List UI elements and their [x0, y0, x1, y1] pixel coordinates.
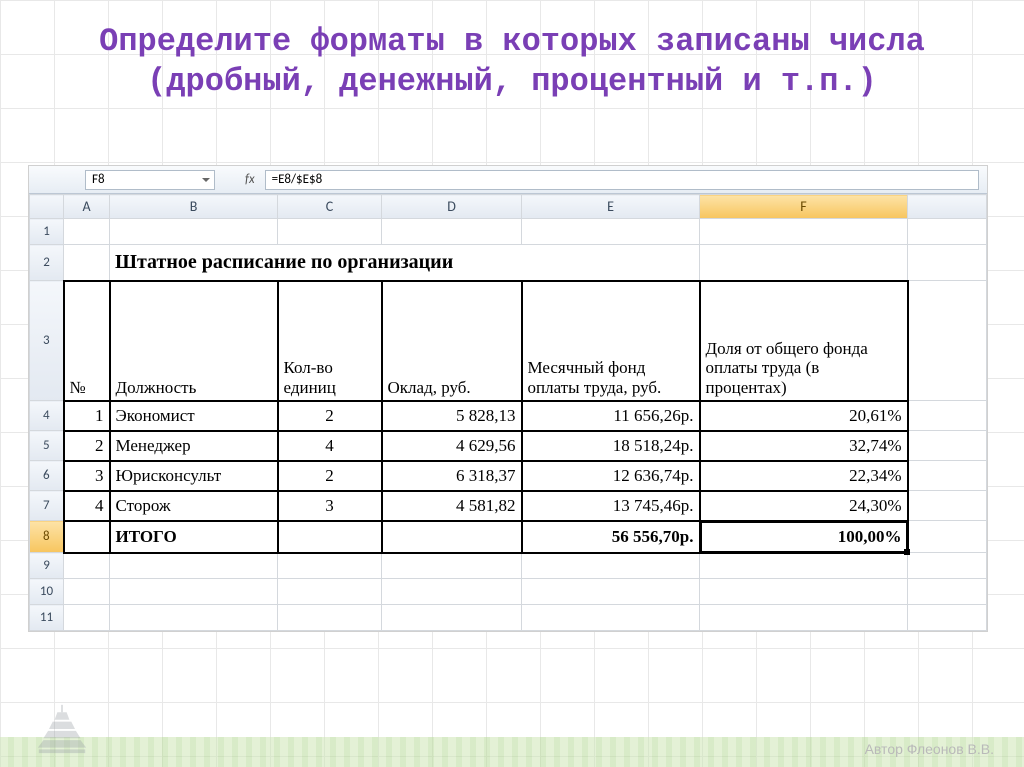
cell-pos[interactable]: Экономист	[111, 404, 277, 428]
hdr-units: Кол-во единиц	[279, 356, 381, 399]
total-label[interactable]: ИТОГО	[111, 525, 277, 549]
column-header-row: A B C D E F	[30, 195, 987, 219]
cell-units[interactable]: 3	[279, 494, 381, 518]
spreadsheet-grid[interactable]: A B C D E F 1 2 Штатное расписание по ор…	[29, 194, 987, 631]
cell-n[interactable]: 2	[65, 434, 109, 458]
col-header[interactable]: C	[278, 195, 382, 219]
cell-pos[interactable]: Юрисконсульт	[111, 464, 277, 488]
grid-row: 1	[30, 219, 987, 245]
col-header[interactable]: D	[382, 195, 522, 219]
row-header[interactable]: 4	[30, 401, 64, 431]
formula-bar: F8 fx =E8/$E$8	[29, 166, 987, 194]
row-header[interactable]: 5	[30, 431, 64, 461]
table-row: 5 2 Менеджер 4 4 629,56 18 518,24р. 32,7…	[30, 431, 987, 461]
cell-share[interactable]: 24,30%	[701, 494, 907, 518]
total-fund[interactable]: 56 556,70р.	[523, 525, 699, 549]
row-header[interactable]: 7	[30, 491, 64, 521]
total-share: 100,00%	[701, 525, 907, 549]
cell-share[interactable]: 20,61%	[701, 404, 907, 428]
cell-pos[interactable]: Менеджер	[111, 434, 277, 458]
grid-row: 10	[30, 579, 987, 605]
row-header[interactable]: 9	[30, 553, 64, 579]
col-header[interactable]: E	[522, 195, 700, 219]
grid-row: 2 Штатное расписание по организации	[30, 245, 987, 281]
row-header[interactable]: 11	[30, 605, 64, 631]
row-header[interactable]: 6	[30, 461, 64, 491]
col-header[interactable]: B	[110, 195, 278, 219]
cell-units[interactable]: 2	[279, 464, 381, 488]
hdr-position: Должность	[111, 376, 277, 400]
row-header[interactable]: 8	[30, 521, 64, 553]
excel-screenshot: F8 fx =E8/$E$8 A B C D E F	[28, 165, 988, 632]
table-row-total: 8 ИТОГО 56 556,70р. 100,00%	[30, 521, 987, 553]
formula-input[interactable]: =E8/$E$8	[265, 170, 979, 190]
slide-title: Определите форматы в которых записаны чи…	[0, 22, 1024, 102]
cell-fund[interactable]: 18 518,24р.	[523, 434, 699, 458]
select-all-corner[interactable]	[30, 195, 64, 219]
cell-salary[interactable]: 5 828,13	[383, 404, 521, 428]
table-row: 6 3 Юрисконсульт 2 6 318,37 12 636,74р. …	[30, 461, 987, 491]
cell-share[interactable]: 32,74%	[701, 434, 907, 458]
cell-salary[interactable]: 4 581,82	[383, 494, 521, 518]
grid-row: 11	[30, 605, 987, 631]
row-header[interactable]: 1	[30, 219, 64, 245]
table-title: Штатное расписание по организации	[110, 249, 699, 276]
cell-fund[interactable]: 13 745,46р.	[523, 494, 699, 518]
row-header[interactable]: 3	[30, 281, 64, 401]
grid-row: 3 № Должность Кол-во единиц Оклад, руб. …	[30, 281, 987, 401]
footer-decor-pagoda-icon	[34, 703, 90, 755]
cell-n[interactable]: 1	[65, 404, 109, 428]
cell-salary[interactable]: 6 318,37	[383, 464, 521, 488]
title-line-2: (дробный, денежный, процентный и т.п.)	[147, 63, 877, 100]
grid-row: 9	[30, 553, 987, 579]
title-line-1: Определите форматы в которых записаны чи…	[99, 23, 925, 60]
hdr-salary: Оклад, руб.	[383, 376, 521, 400]
cell-n[interactable]: 4	[65, 494, 109, 518]
row-header[interactable]: 2	[30, 245, 64, 281]
cell-share[interactable]: 22,34%	[701, 464, 907, 488]
cell-n[interactable]: 3	[65, 464, 109, 488]
cell-salary[interactable]: 4 629,56	[383, 434, 521, 458]
col-header[interactable]: F	[700, 195, 908, 219]
cell-fund[interactable]: 12 636,74р.	[523, 464, 699, 488]
hdr-num: №	[65, 376, 109, 400]
name-box[interactable]: F8	[85, 170, 215, 190]
table-row: 4 1 Экономист 2 5 828,13 11 656,26р. 20,…	[30, 401, 987, 431]
name-box-value: F8	[92, 172, 105, 187]
row-header[interactable]: 10	[30, 579, 64, 605]
cell-units[interactable]: 2	[279, 404, 381, 428]
col-header[interactable]: A	[64, 195, 110, 219]
fx-icon[interactable]: fx	[245, 172, 255, 187]
cell-units[interactable]: 4	[279, 434, 381, 458]
formula-text: =E8/$E$8	[272, 172, 323, 187]
table-row: 7 4 Сторож 3 4 581,82 13 745,46р. 24,30%	[30, 491, 987, 521]
col-header-blank[interactable]	[908, 195, 987, 219]
active-cell[interactable]: 100,00%	[700, 521, 908, 553]
hdr-fund: Месячный фонд оплаты труда, руб.	[523, 356, 699, 399]
hdr-share: Доля от общего фонда оплаты труда (в про…	[701, 337, 907, 400]
cell-pos[interactable]: Сторож	[111, 494, 277, 518]
cell-fund[interactable]: 11 656,26р.	[523, 404, 699, 428]
author-credit: Автор Флеонов В.В.	[865, 741, 994, 757]
